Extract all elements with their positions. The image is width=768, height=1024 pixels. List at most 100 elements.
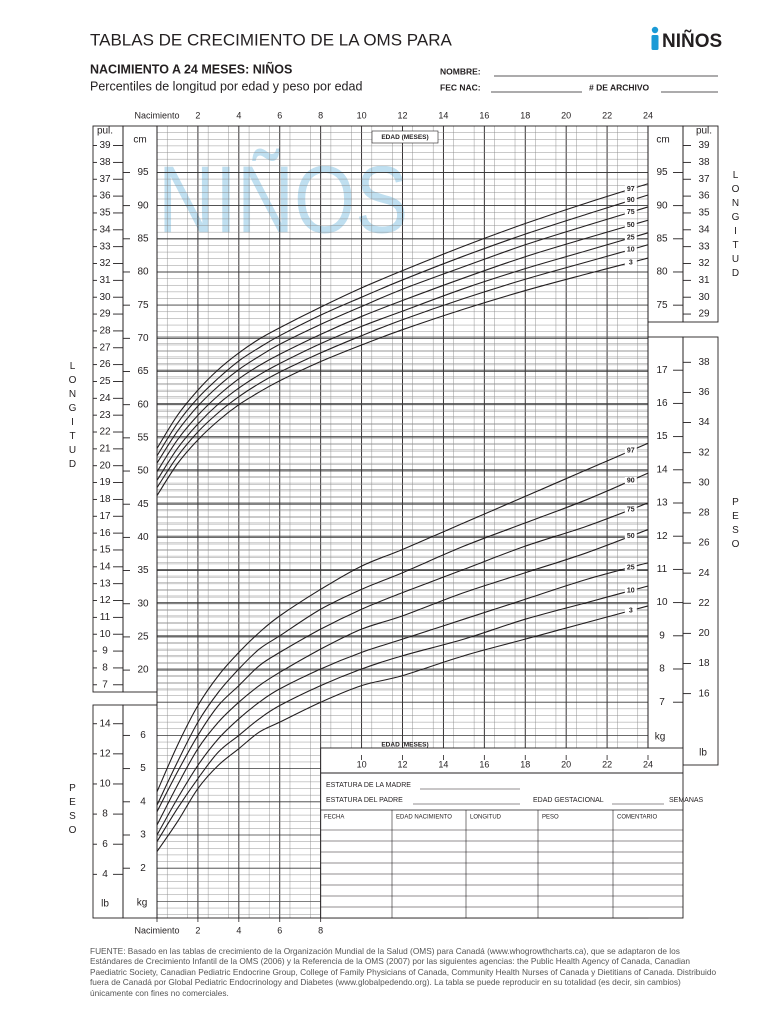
x-tick-label: 6 (277, 925, 282, 935)
legend-bg (624, 196, 637, 204)
legend-bg (624, 563, 637, 571)
y-tick-label: 31 (99, 275, 111, 286)
y-tick-label: 12 (656, 531, 668, 542)
y-tick-label: 26 (99, 359, 111, 370)
y-tick-label: 8 (102, 809, 108, 820)
y-tick-label: 7 (659, 697, 665, 708)
y-tick-label: 37 (698, 174, 710, 185)
curves: 97 90 75 50 25 10 3 97 90 75 50 25 10 3 (156, 183, 649, 852)
x-tick-label: 20 (561, 110, 571, 120)
boy-icon-body (651, 35, 659, 50)
boy-icon-head (651, 26, 659, 34)
legend-bg (624, 221, 637, 229)
y-tick-label: 31 (698, 275, 710, 286)
y-tick-label: 32 (99, 258, 111, 269)
legend-bg (624, 246, 637, 254)
x-tick-label: 4 (236, 110, 241, 120)
y-tick-label: 20 (137, 665, 149, 676)
form-label: NOMBRE: (440, 66, 481, 76)
y-tick-label: 34 (698, 417, 710, 428)
legend-bg (624, 259, 637, 267)
y-axis-title: LONGITUD (67, 361, 78, 473)
y-tick-label: 18 (99, 494, 111, 505)
axis-title-box (371, 130, 439, 144)
y-tick-label: 22 (698, 598, 710, 609)
legend-label: 10 (627, 587, 635, 594)
y-tick-label: 38 (698, 157, 710, 168)
column-frame (682, 336, 719, 766)
y-tick-label: 2 (140, 863, 146, 874)
y-tick-label: 38 (99, 157, 111, 168)
y-unit-label: pul. (97, 126, 113, 137)
y-unit-label: cm (656, 135, 669, 146)
form-label: # DE ARCHIVO (589, 82, 650, 92)
y-tick-label: 70 (137, 333, 149, 344)
y-tick-label: 8 (659, 664, 665, 675)
y-axis-title: PESO (730, 497, 741, 553)
watermark: NIÑOS (158, 146, 408, 253)
y-tick-label: 90 (656, 200, 668, 211)
y-tick-label: 17 (656, 365, 668, 376)
x-tick-label: 14 (438, 759, 448, 769)
y-unit-label: kg (655, 732, 666, 743)
y-tick-label: 25 (137, 632, 149, 643)
y-tick-label: 38 (698, 357, 710, 368)
form-label: FEC NAC: (440, 82, 481, 92)
y-tick-label: 20 (698, 628, 710, 639)
y-tick-label: 11 (657, 564, 668, 575)
x-tick-label: 12 (397, 759, 407, 769)
y-tick-label: 12 (99, 595, 111, 606)
y-tick-label: 16 (99, 528, 111, 539)
y-tick-label: 28 (698, 508, 710, 519)
y-tick-label: 15 (99, 545, 111, 556)
x-tick-label: 8 (318, 110, 323, 120)
y-tick-label: 26 (698, 538, 710, 549)
table-header: LONGITUD (470, 815, 502, 821)
y-tick-label: 4 (102, 869, 108, 880)
percentile-curve (156, 257, 649, 496)
percentile-curve (156, 442, 649, 793)
y-tick-label: 24 (99, 393, 111, 404)
legend-label: 50 (627, 533, 635, 540)
x-tick-label: 2 (195, 110, 200, 120)
y-tick-label: 30 (99, 292, 111, 303)
y-tick-label: 37 (99, 174, 111, 185)
y-tick-label: 90 (137, 200, 149, 211)
x-tick-label: 16 (479, 759, 489, 769)
y-tick-label: 29 (698, 309, 710, 320)
y-tick-label: 60 (137, 399, 149, 410)
y-tick-label: 40 (137, 532, 149, 543)
x-tick-label: 10 (357, 759, 367, 769)
legend-label: 10 (627, 246, 635, 253)
y-tick-label: 17 (99, 511, 111, 522)
y-tick-label: 6 (102, 839, 108, 850)
x-tick-label: 18 (520, 759, 530, 769)
table-header: FECHA (324, 815, 344, 821)
y-tick-label: 10 (99, 779, 111, 790)
y-tick-label: 25 (99, 376, 111, 387)
x-tick-label: Nacimiento (134, 110, 179, 120)
table-frame (320, 747, 684, 919)
x-tick-label: 2 (195, 925, 200, 935)
table-label: EDAD GESTACIONAL (533, 797, 604, 804)
y-tick-label: 32 (698, 447, 710, 458)
y-tick-label: 39 (698, 140, 710, 151)
legend-label: 90 (627, 197, 635, 204)
legend-bg (624, 506, 637, 514)
y-tick-label: 85 (656, 233, 668, 244)
axis-labels: Nacimiento 2 4 6 8 10 12 14 16 18 20 22 242025303540… (93, 110, 712, 935)
y-tick-label: 85 (137, 233, 149, 244)
y-tick-label: 80 (137, 267, 149, 278)
table-header: EDAD NACIMIENTO (396, 815, 452, 821)
y-tick-label: 13 (99, 578, 111, 589)
y-tick-label: 16 (698, 688, 710, 699)
y-tick-label: 45 (137, 499, 149, 510)
y-tick-label: 22 (99, 427, 111, 438)
legend-label: 97 (627, 186, 635, 193)
y-tick-label: 34 (698, 224, 710, 235)
y-tick-label: 32 (698, 258, 710, 269)
x-tick-label: 14 (438, 110, 448, 120)
y-tick-label: 24 (698, 568, 710, 579)
legend-bg (624, 447, 637, 455)
x-tick-label: 6 (277, 110, 282, 120)
